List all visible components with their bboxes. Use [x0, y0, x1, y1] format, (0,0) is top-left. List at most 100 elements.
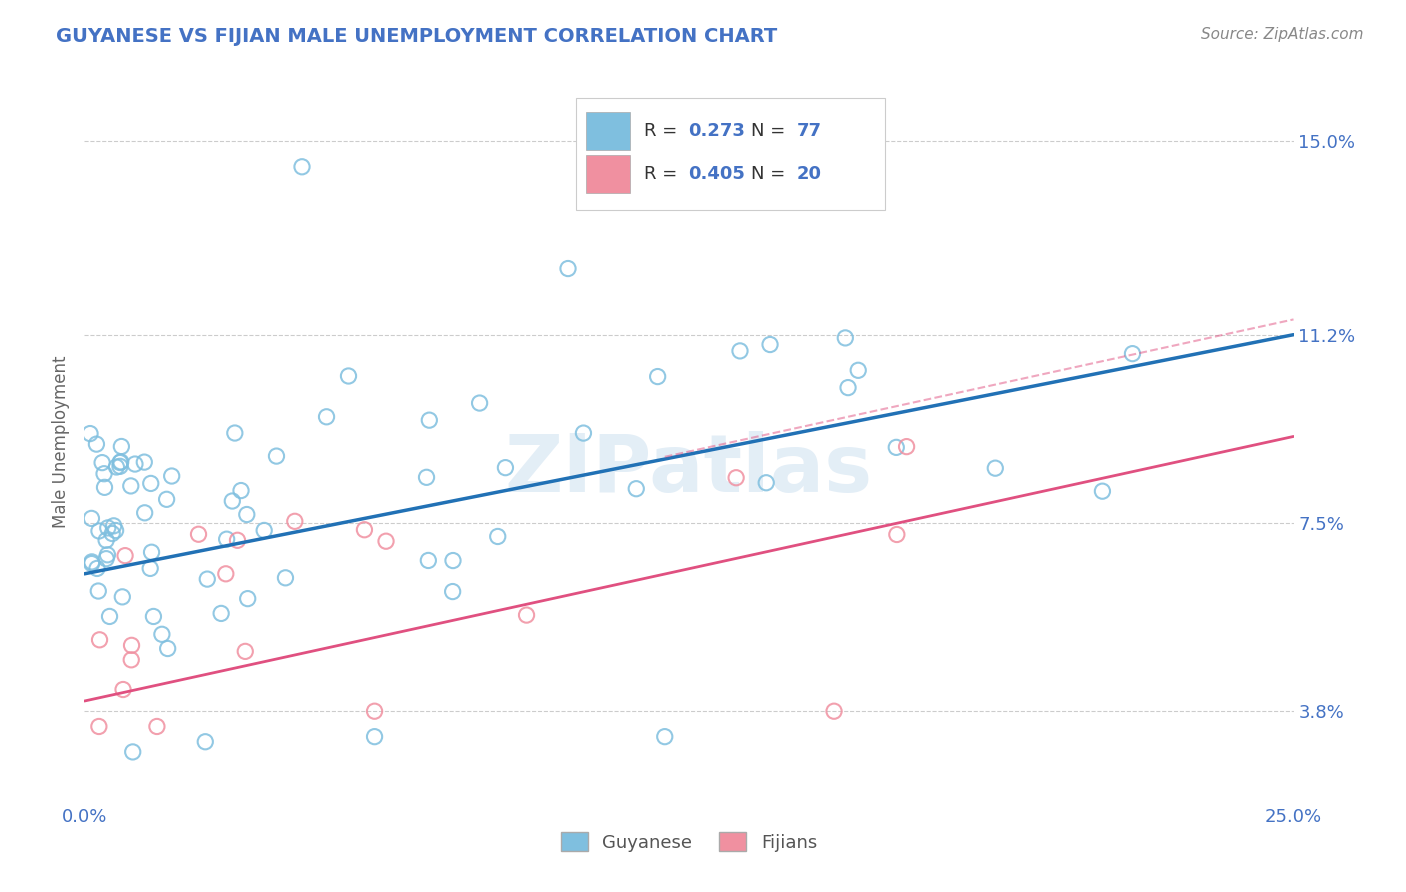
Point — [224, 425, 246, 440]
Point — [557, 261, 579, 276]
Point — [984, 461, 1007, 475]
Point — [80, 557, 103, 571]
Point — [108, 459, 131, 474]
Text: 77: 77 — [797, 122, 821, 140]
Text: 0.405: 0.405 — [688, 165, 745, 183]
Point — [89, 632, 111, 647]
Point — [215, 532, 238, 546]
Point — [101, 526, 124, 541]
Point — [111, 590, 134, 604]
Text: ZIPatlas: ZIPatlas — [505, 432, 873, 509]
Point — [86, 437, 108, 451]
Point — [187, 527, 209, 541]
Point — [150, 627, 173, 641]
Point — [93, 467, 115, 481]
Point — [160, 469, 183, 483]
Point — [728, 343, 751, 358]
Point — [236, 591, 259, 606]
Point — [823, 704, 845, 718]
Point — [79, 426, 101, 441]
Point — [108, 456, 131, 470]
Text: 0.273: 0.273 — [688, 122, 745, 140]
Point — [87, 524, 110, 538]
Point — [142, 609, 165, 624]
Point — [647, 369, 669, 384]
Point — [229, 483, 252, 498]
Point — [124, 457, 146, 471]
Point — [114, 549, 136, 563]
Point — [315, 409, 337, 424]
Point — [141, 545, 163, 559]
Bar — [586, 112, 630, 150]
Text: R =: R = — [644, 165, 683, 183]
Point — [80, 555, 103, 569]
Point — [195, 572, 218, 586]
Point — [515, 608, 537, 623]
Text: 20: 20 — [797, 165, 821, 183]
Point — [97, 521, 120, 535]
Point — [441, 553, 464, 567]
Point — [363, 730, 385, 744]
Text: R =: R = — [644, 122, 683, 140]
Point — [759, 337, 782, 351]
Point — [886, 527, 908, 541]
Point — [236, 508, 259, 522]
Legend: Guyanese, Fijians: Guyanese, Fijians — [554, 825, 824, 859]
Point — [284, 514, 307, 528]
Point — [755, 475, 778, 490]
Point — [93, 480, 115, 494]
Point — [441, 584, 464, 599]
Text: N =: N = — [751, 122, 790, 140]
Text: GUYANESE VS FIJIAN MALE UNEMPLOYMENT CORRELATION CHART: GUYANESE VS FIJIAN MALE UNEMPLOYMENT COR… — [56, 27, 778, 45]
Point — [110, 455, 132, 469]
Point — [110, 440, 132, 454]
Point — [233, 644, 256, 658]
Point — [194, 735, 217, 749]
Point — [155, 492, 177, 507]
Point — [418, 553, 440, 567]
Text: N =: N = — [751, 165, 790, 183]
Point — [146, 719, 169, 733]
Point — [337, 369, 360, 384]
Point — [87, 719, 110, 733]
Point — [87, 584, 110, 599]
Bar — [586, 155, 630, 193]
Point — [94, 533, 117, 548]
Point — [156, 641, 179, 656]
Point — [86, 561, 108, 575]
Point — [96, 551, 118, 566]
Point — [139, 476, 162, 491]
Point — [96, 548, 118, 562]
Point — [105, 460, 128, 475]
Point — [654, 730, 676, 744]
Point — [486, 529, 509, 543]
Point — [494, 460, 516, 475]
Point — [120, 479, 142, 493]
Point — [226, 533, 249, 548]
Point — [112, 682, 135, 697]
Point — [221, 494, 243, 508]
Point — [1091, 484, 1114, 499]
Point — [98, 609, 121, 624]
Point — [846, 363, 869, 377]
Point — [896, 440, 918, 454]
Point — [80, 511, 103, 525]
Text: Source: ZipAtlas.com: Source: ZipAtlas.com — [1201, 27, 1364, 42]
Point — [121, 638, 143, 652]
Point — [291, 160, 314, 174]
Y-axis label: Male Unemployment: Male Unemployment — [52, 355, 70, 528]
Point — [104, 524, 127, 538]
Point — [103, 519, 125, 533]
Point — [134, 455, 156, 469]
Point — [626, 482, 648, 496]
Point — [415, 470, 437, 484]
Point — [91, 456, 114, 470]
Point — [121, 745, 143, 759]
Point — [209, 607, 232, 621]
Point — [120, 653, 142, 667]
Point — [375, 534, 398, 549]
Point — [253, 524, 276, 538]
Point — [274, 571, 297, 585]
Point — [134, 506, 156, 520]
Point — [884, 441, 907, 455]
